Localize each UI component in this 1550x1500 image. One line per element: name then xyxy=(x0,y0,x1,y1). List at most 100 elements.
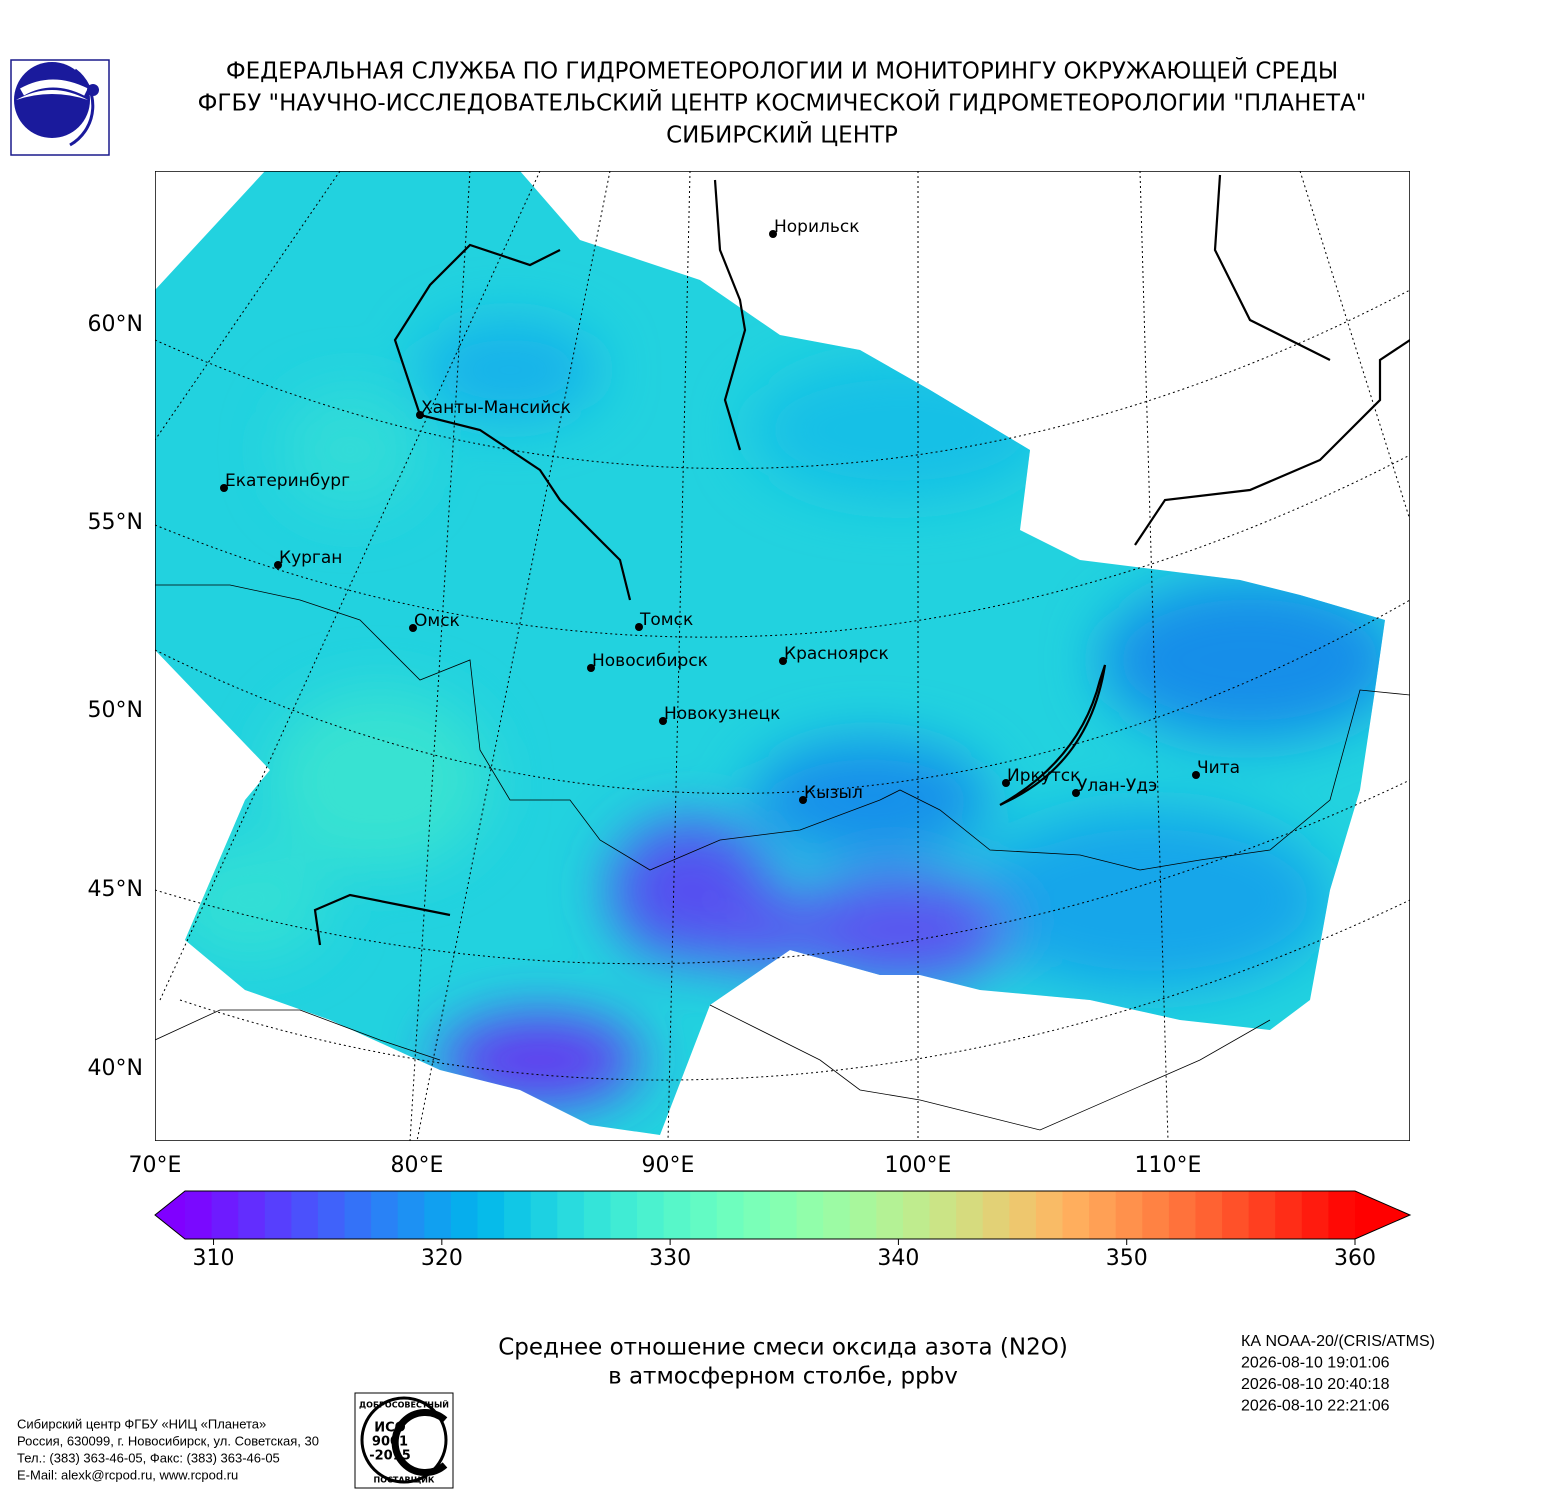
lon-label: 100°E xyxy=(885,1153,952,1178)
colorbar-cell xyxy=(344,1191,372,1239)
lat-label: 45°N xyxy=(88,877,143,902)
city-label: Ханты-Мансийск xyxy=(421,398,571,418)
colorbar-cell xyxy=(770,1191,798,1239)
colorbar-cell xyxy=(743,1191,771,1239)
colorbar-cell xyxy=(902,1191,931,1239)
colorbar-tick-label: 340 xyxy=(877,1246,919,1271)
colorbar-cell xyxy=(317,1191,346,1239)
colorbar-tick-label: 310 xyxy=(193,1246,235,1271)
colorbar-cell xyxy=(424,1191,452,1239)
city-label: Курган xyxy=(279,548,342,568)
data-field xyxy=(155,171,1385,1135)
colorbar-cell xyxy=(1035,1191,1064,1239)
satellite-line: 2026-08-10 19:01:06 xyxy=(1241,1355,1390,1372)
colorbar-tick-label: 320 xyxy=(421,1246,463,1271)
city-marker xyxy=(587,664,595,672)
city-marker xyxy=(409,624,417,632)
city-label: Норильск xyxy=(774,217,860,237)
badge-line: 9001 xyxy=(372,1435,408,1450)
colorbar-cell xyxy=(637,1191,665,1239)
colorbar-cell xyxy=(185,1191,213,1239)
colorbar-cell xyxy=(504,1191,532,1239)
city-label: Новокузнецк xyxy=(664,704,780,724)
colorbar-cell xyxy=(876,1191,904,1239)
lon-label: 70°E xyxy=(129,1153,182,1178)
badge-line: -2015 xyxy=(369,1449,411,1464)
graticule xyxy=(155,171,1410,1141)
badge-top: ДОБРОСОВЕСТНЫЙ xyxy=(359,1399,449,1410)
colorbar-cell xyxy=(1062,1191,1090,1239)
header-line: СИБИРСКИЙ ЦЕНТР xyxy=(666,121,898,149)
city-marker xyxy=(1192,771,1200,779)
city-marker xyxy=(1002,779,1010,787)
colorbar-cell xyxy=(264,1191,292,1239)
labels: ФЕДЕРАЛЬНАЯ СЛУЖБА ПО ГИДРОМЕТЕОРОЛОГИИ … xyxy=(17,57,1435,1483)
colorbar-cell xyxy=(716,1191,745,1239)
colorbar-cell xyxy=(557,1191,585,1239)
colorbar-cell xyxy=(1142,1191,1170,1239)
colorbar-cell xyxy=(1089,1191,1117,1239)
lat-label: 55°N xyxy=(88,510,143,535)
city-label: Красноярск xyxy=(784,644,889,664)
colorbar-extend xyxy=(1355,1191,1410,1239)
lon-label: 110°E xyxy=(1135,1153,1202,1178)
city-marker xyxy=(799,796,807,804)
city-label: Иркутск xyxy=(1007,766,1080,786)
city-label: Омск xyxy=(414,611,460,631)
satellite-line: 2026-08-10 20:40:18 xyxy=(1241,1376,1390,1393)
city-label: Новосибирск xyxy=(592,651,708,671)
colorbar-cell xyxy=(397,1191,425,1239)
city-marker xyxy=(416,411,424,419)
colorbar-cell xyxy=(823,1191,851,1239)
city-label: Кызыл xyxy=(804,783,863,803)
footer-line: Сибирский центр ФГБУ «НИЦ «Планета» xyxy=(17,1416,266,1431)
header-line: ФГБУ "НАУЧНО-ИССЛЕДОВАТЕЛЬСКИЙ ЦЕНТР КОС… xyxy=(198,89,1367,117)
colorbar-cell xyxy=(477,1191,505,1239)
colorbar-cell xyxy=(1328,1191,1356,1239)
satellite-line: КА NOAA-20/(CRIS/ATMS) xyxy=(1241,1333,1435,1350)
colorbar-cell xyxy=(690,1191,718,1239)
colorbar-cell xyxy=(238,1191,266,1239)
lon-label: 80°E xyxy=(391,1153,444,1178)
footer-line: Тел.: (383) 363-46-05, Факс: (383) 363-4… xyxy=(17,1450,280,1465)
logo xyxy=(10,59,110,156)
map xyxy=(155,171,1410,1141)
iso-badge: ДОБРОСОВЕСТНЫЙ ИСО 9001 -2015 ПОСТАВЩИК xyxy=(354,1392,454,1489)
lat-label: 60°N xyxy=(88,312,143,337)
colorbar-cell xyxy=(371,1191,399,1239)
colorbar-extend xyxy=(155,1191,185,1239)
colorbar-cell xyxy=(1222,1191,1250,1239)
city-label: Екатеринбург xyxy=(225,471,350,491)
city-marker xyxy=(779,657,787,665)
footer-line: Россия, 630099, г. Новосибирск, ул. Сове… xyxy=(17,1433,319,1448)
city-label: Чита xyxy=(1197,758,1240,778)
colorbar-cell xyxy=(849,1191,877,1239)
colorbar-cell xyxy=(530,1191,558,1239)
colorbar: 310 320 330 340 350 360 xyxy=(154,1190,1412,1271)
colorbar-cell xyxy=(1301,1191,1330,1239)
colorbar-cell xyxy=(929,1191,957,1239)
colorbar-cell xyxy=(956,1191,984,1239)
header-line: ФЕДЕРАЛЬНАЯ СЛУЖБА ПО ГИДРОМЕТЕОРОЛОГИИ … xyxy=(226,57,1338,85)
lat-label: 50°N xyxy=(88,698,143,723)
colorbar-cell xyxy=(211,1191,239,1239)
colorbar-cell xyxy=(1275,1191,1303,1239)
city-marker xyxy=(635,623,643,631)
city-marker xyxy=(769,230,777,238)
badge-line: ИСО xyxy=(374,1421,405,1436)
caption-line: в атмосферном столбе, ppbv xyxy=(608,1364,958,1390)
colorbar-cell xyxy=(982,1191,1010,1239)
colorbar-cell xyxy=(1248,1191,1276,1239)
borders xyxy=(155,584,1410,1131)
colorbar-cell xyxy=(1115,1191,1143,1239)
lon-label: 90°E xyxy=(642,1153,695,1178)
colorbar-cell xyxy=(583,1191,612,1239)
caption-line: Среднее отношение смеси оксида азота (N2… xyxy=(498,1335,1068,1361)
city-marker xyxy=(274,561,282,569)
footer-line: E-Mail: alexk@rcpod.ru, www.rcpod.ru xyxy=(17,1467,238,1482)
colorbar-tick-label: 360 xyxy=(1334,1246,1376,1271)
badge-bottom: ПОСТАВЩИК xyxy=(374,1476,435,1485)
colorbar-cell xyxy=(291,1191,319,1239)
colorbar-tick-label: 330 xyxy=(649,1246,691,1271)
